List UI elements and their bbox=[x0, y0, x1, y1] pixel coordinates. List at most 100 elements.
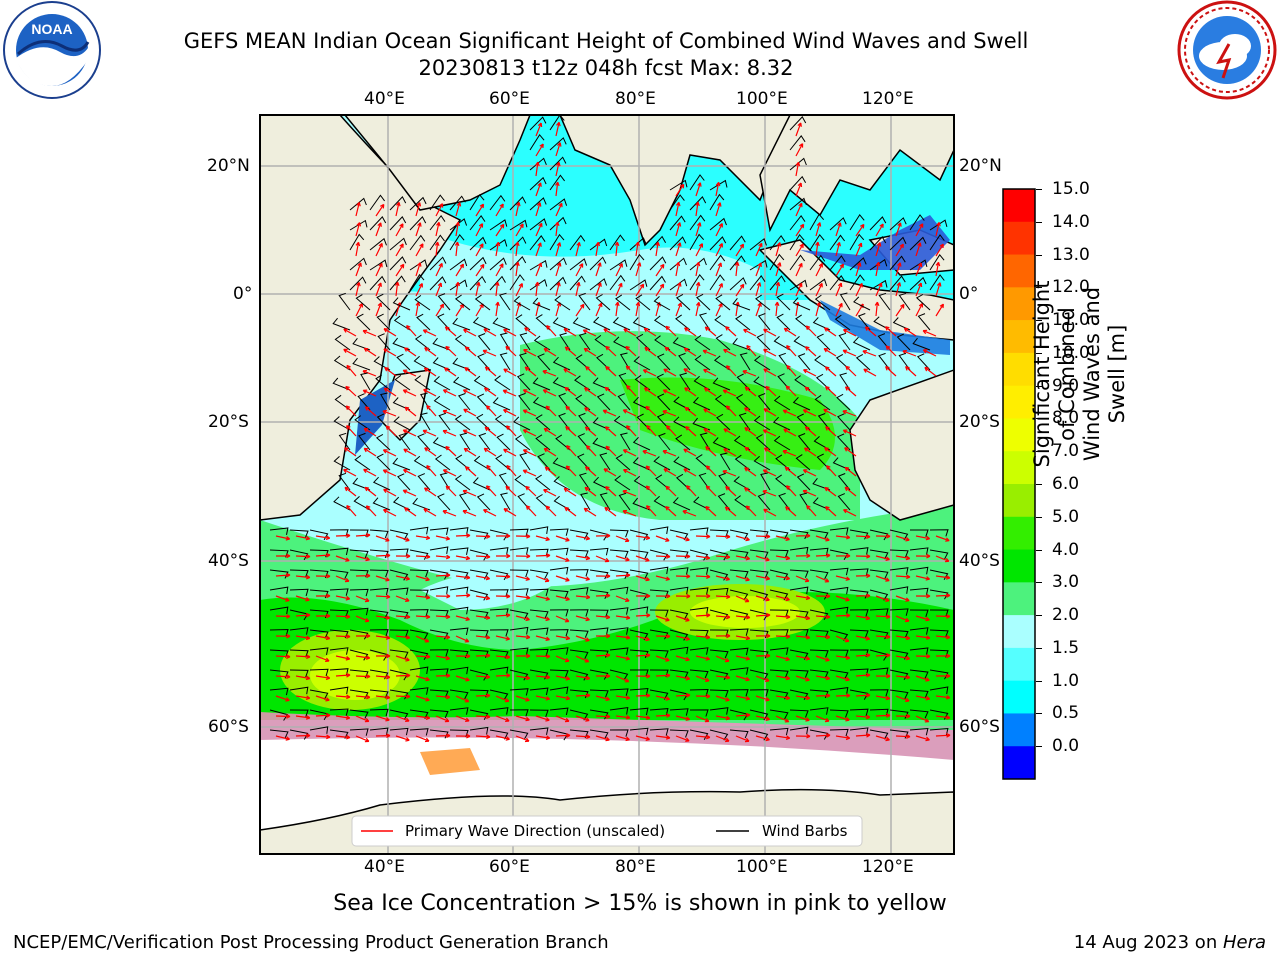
wave-direction-arrow bbox=[595, 302, 603, 317]
wind-barb bbox=[694, 335, 711, 351]
wind-barb bbox=[429, 214, 446, 231]
wave-direction-arrow bbox=[705, 465, 717, 477]
wind-barb bbox=[614, 475, 631, 491]
wave-direction-arrow bbox=[695, 534, 711, 539]
wave-direction-arrow bbox=[422, 329, 437, 337]
wind-barb bbox=[578, 412, 591, 431]
wind-barb bbox=[636, 413, 651, 431]
colorbar-tick-label: 12.0 bbox=[1052, 277, 1090, 298]
wave-direction-arrow bbox=[695, 634, 711, 640]
wind-barb bbox=[369, 587, 389, 596]
wind-barb bbox=[675, 434, 691, 451]
wave-direction-arrow bbox=[635, 535, 651, 540]
wave-direction-arrow bbox=[555, 655, 570, 663]
wave-direction-arrow bbox=[584, 486, 597, 497]
wind-barb bbox=[649, 689, 669, 700]
wave-direction-arrow bbox=[543, 348, 557, 357]
mozambique-channel-waters bbox=[355, 380, 395, 455]
colorbar-tick-mark bbox=[1036, 647, 1042, 649]
wind-barb bbox=[619, 352, 631, 371]
wind-barb bbox=[537, 453, 551, 471]
wave-direction-arrow bbox=[715, 675, 731, 680]
wind-barb bbox=[898, 292, 911, 311]
wave-direction-arrow bbox=[575, 594, 591, 600]
wind-barb bbox=[909, 236, 927, 251]
wind-barb bbox=[816, 453, 831, 471]
wind-barb bbox=[869, 569, 889, 579]
colorbar-tick-label: 4.0 bbox=[1052, 539, 1080, 560]
wind-barb bbox=[753, 415, 771, 431]
wind-barb bbox=[669, 529, 689, 541]
wind-barb bbox=[675, 314, 691, 331]
wind-barb bbox=[849, 547, 869, 555]
wind-barb bbox=[529, 218, 548, 231]
wave-direction-arrow bbox=[375, 242, 383, 257]
wave-direction-arrow bbox=[535, 695, 550, 701]
wind-barb bbox=[489, 729, 509, 740]
wave-direction-arrow bbox=[835, 595, 850, 602]
wave-direction-arrow bbox=[595, 673, 611, 679]
wind-barb bbox=[575, 354, 591, 371]
wave-direction-arrow bbox=[415, 535, 431, 540]
wind-barb bbox=[376, 453, 391, 471]
wind-barb bbox=[715, 334, 731, 351]
wind-barb bbox=[334, 334, 351, 351]
colorbar-tick-mark bbox=[1036, 713, 1042, 715]
wind-barb bbox=[655, 474, 671, 491]
wave-direction-arrow bbox=[315, 552, 331, 558]
wind-barb bbox=[689, 688, 709, 697]
wave-direction-arrow bbox=[555, 715, 570, 723]
wind-barb bbox=[689, 629, 709, 638]
wind-barb bbox=[613, 336, 631, 351]
wind-barb bbox=[709, 274, 725, 291]
wind-barb bbox=[635, 294, 651, 311]
colorbar-segment bbox=[1003, 221, 1035, 256]
wind-barb bbox=[500, 492, 511, 511]
wind-barb bbox=[809, 529, 829, 540]
wind-barb bbox=[413, 455, 431, 471]
wave-direction-arrow bbox=[383, 348, 397, 357]
wave-direction-arrow bbox=[685, 426, 697, 437]
wave-direction-arrow bbox=[355, 674, 371, 679]
wave-direction-arrow bbox=[543, 427, 557, 437]
wave-direction-arrow bbox=[555, 142, 562, 157]
wind-barb bbox=[909, 627, 929, 635]
wave-direction-arrow bbox=[515, 241, 520, 257]
wind-barb bbox=[912, 337, 931, 351]
wave-direction-arrow bbox=[875, 242, 882, 257]
wind-barb bbox=[889, 549, 909, 558]
wind-barb bbox=[729, 628, 749, 636]
wind-barb bbox=[289, 686, 309, 695]
wave-direction-arrow bbox=[495, 695, 510, 703]
wave-direction-arrow bbox=[383, 488, 397, 497]
wave-direction-arrow bbox=[935, 261, 941, 277]
wave-direction-arrow bbox=[435, 655, 451, 661]
wind-barb bbox=[814, 394, 831, 411]
wind-barb bbox=[716, 413, 731, 431]
wind-barb bbox=[492, 397, 511, 411]
wind-barb bbox=[375, 433, 391, 451]
wind-barb bbox=[589, 689, 609, 698]
wave-direction-arrow bbox=[615, 555, 630, 562]
wave-direction-arrow bbox=[535, 242, 542, 257]
wave-direction-arrow bbox=[496, 533, 511, 539]
wave-direction-arrow bbox=[503, 508, 517, 517]
wind-barb bbox=[469, 275, 487, 291]
wave-direction-arrow bbox=[535, 202, 542, 217]
wind-barb bbox=[449, 527, 469, 535]
wave-direction-arrow bbox=[575, 675, 591, 681]
wave-direction-arrow bbox=[735, 614, 751, 620]
wave-direction-arrow bbox=[363, 427, 377, 437]
wind-barb bbox=[729, 569, 749, 579]
wind-barb bbox=[452, 376, 471, 391]
wind-barb bbox=[669, 729, 689, 738]
wave-peak-east bbox=[690, 596, 800, 628]
wind-barb bbox=[889, 217, 907, 231]
wave-direction-arrow bbox=[415, 594, 431, 600]
colorbar-segment bbox=[1003, 582, 1035, 616]
wind-barb bbox=[632, 497, 651, 511]
wave-direction-arrow bbox=[735, 535, 750, 542]
wind-barb bbox=[532, 297, 551, 311]
wave-direction-arrow bbox=[363, 468, 377, 477]
